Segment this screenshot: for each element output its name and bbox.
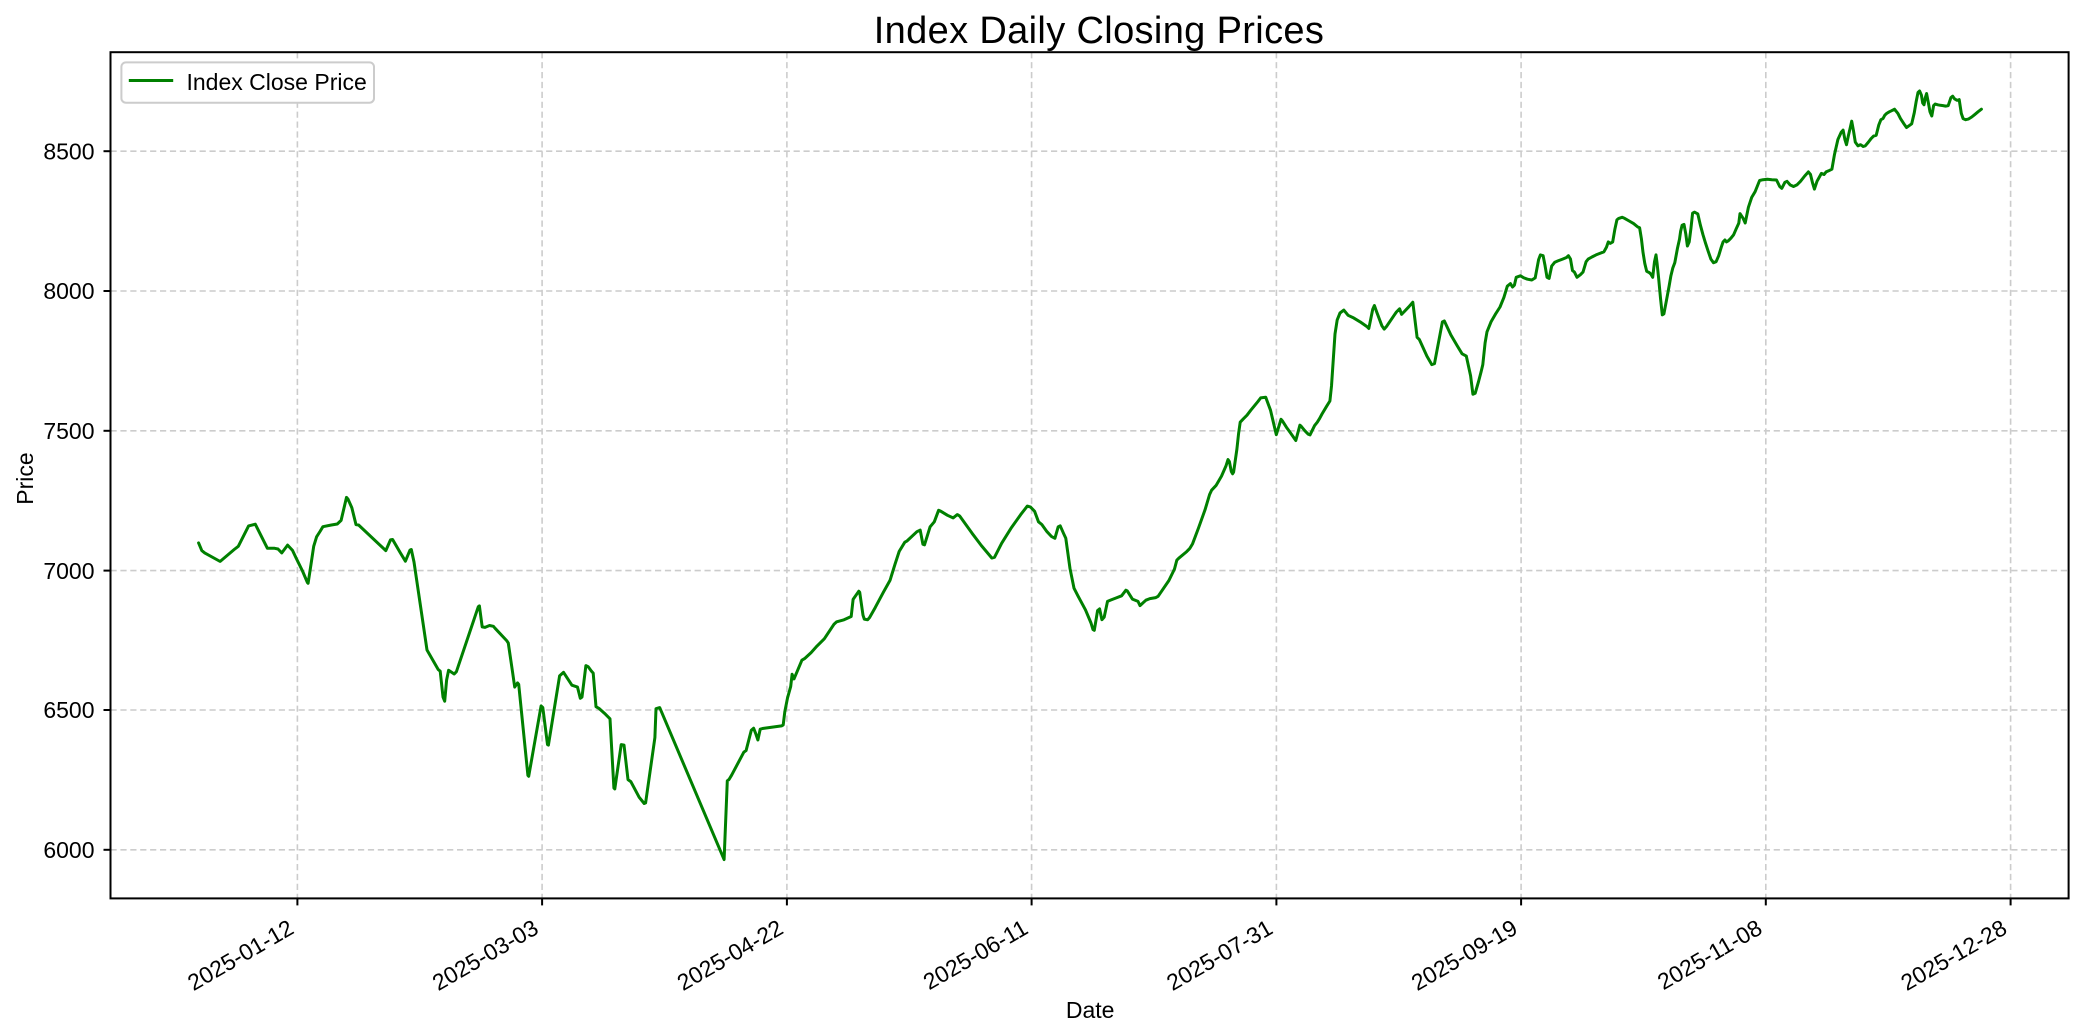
svg-text:Price: Price	[12, 452, 38, 504]
svg-text:8000: 8000	[43, 278, 94, 304]
svg-text:Index Daily Closing Prices: Index Daily Closing Prices	[874, 10, 1325, 52]
svg-text:Index Close Price: Index Close Price	[187, 69, 367, 95]
svg-text:Date: Date	[1066, 997, 1115, 1023]
svg-text:6500: 6500	[43, 697, 94, 723]
svg-text:8500: 8500	[43, 138, 94, 164]
svg-text:7500: 7500	[43, 418, 94, 444]
svg-text:7000: 7000	[43, 558, 94, 584]
svg-text:6000: 6000	[43, 837, 94, 863]
